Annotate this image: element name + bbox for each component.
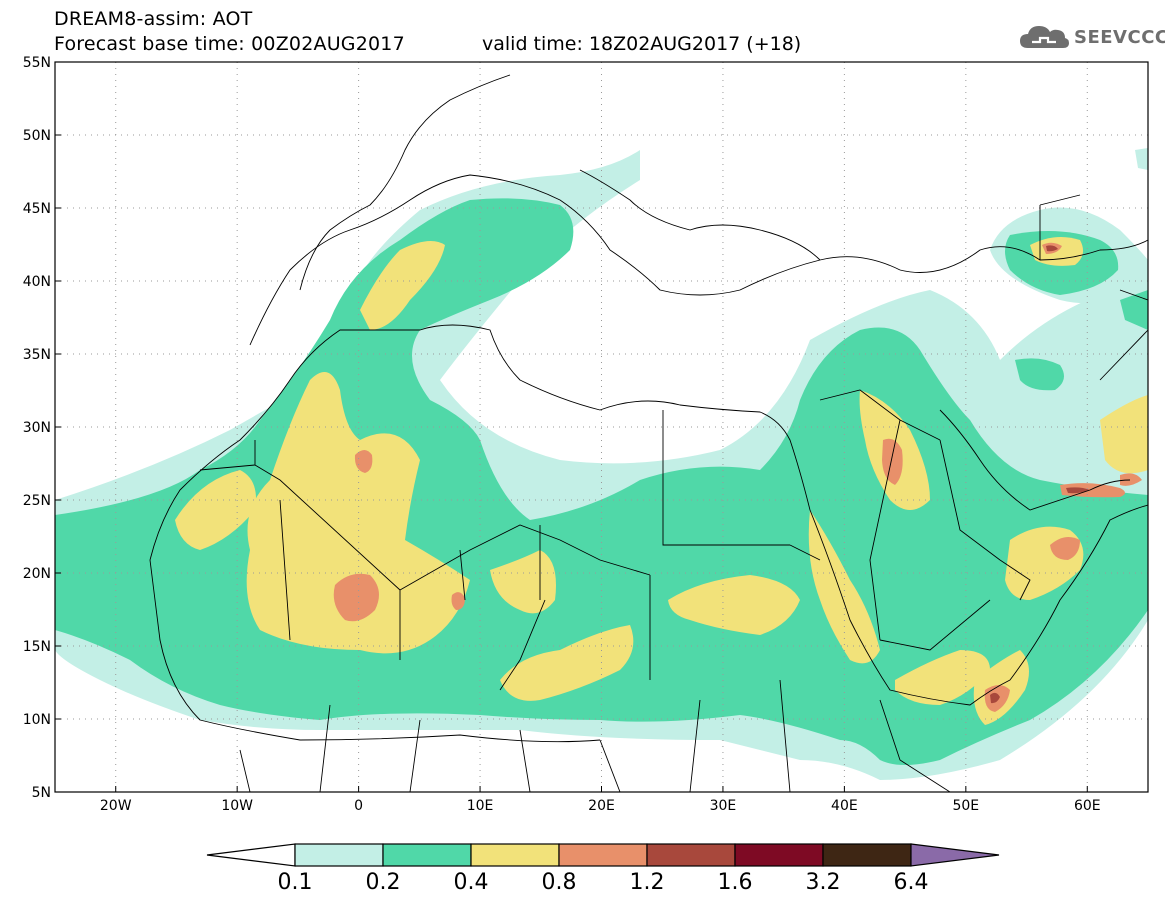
colorbar-swatch	[734, 843, 824, 867]
seevccc-logo: SEEVCCC	[1018, 20, 1165, 54]
lat-tick-label: 30N	[23, 420, 51, 436]
latitude-ticks: 5N 10N 15N 20N 25N 30N 35N 40N 45N 50N 55N	[23, 55, 61, 801]
lat-tick-label: 10N	[23, 712, 51, 728]
lon-tick-label: 10W	[221, 798, 253, 814]
colorbar-label: 0.2	[365, 870, 401, 895]
colorbar-label: 0.4	[453, 870, 489, 895]
colorbar-swatch	[470, 843, 560, 867]
longitude-ticks: 20W 10W 0 10E 20E 30E 40E 50E 60E	[100, 786, 1101, 814]
lon-tick-label: 10E	[467, 798, 494, 814]
lat-tick-label: 25N	[23, 493, 51, 509]
colorbar-label: 1.6	[717, 870, 753, 895]
colorbar-swatch	[294, 843, 384, 867]
colorbar-min-triangle	[206, 843, 296, 867]
lon-tick-label: 30E	[710, 798, 737, 814]
colorbar-label: 0.8	[541, 870, 577, 895]
colorbar-label: 6.4	[893, 870, 929, 895]
lon-tick-label: 20E	[588, 798, 615, 814]
lat-tick-label: 45N	[23, 201, 51, 217]
logo-text: SEEVCCC	[1074, 26, 1165, 48]
cloud-icon	[1020, 26, 1069, 48]
lat-tick-label: 15N	[23, 639, 51, 655]
lat-tick-label: 5N	[32, 785, 51, 801]
lat-tick-label: 35N	[23, 347, 51, 363]
colorbar-swatch	[382, 843, 472, 867]
colorbar-swatch	[646, 843, 736, 867]
lat-tick-label: 50N	[23, 128, 51, 144]
lat-tick-label: 55N	[23, 55, 51, 71]
lon-tick-label: 40E	[831, 798, 858, 814]
colorbar-swatch	[822, 843, 912, 867]
aot-colorbar	[206, 843, 1000, 867]
coastlines-and-borders	[149, 74, 1148, 792]
colorbar-max-triangle	[910, 843, 1000, 867]
map-gridlines	[55, 62, 1148, 792]
colorbar-label: 1.2	[629, 870, 665, 895]
colorbar-label: 0.1	[277, 870, 313, 895]
valid-time: valid time: 18Z02AUG2017 (+18)	[482, 33, 802, 55]
forecast-base-time: Forecast base time: 00Z02AUG2017	[54, 33, 405, 55]
colorbar-label: 3.2	[805, 870, 841, 895]
lon-tick-label: 0	[354, 798, 363, 814]
lat-tick-label: 40N	[23, 274, 51, 290]
lon-tick-label: 60E	[1074, 798, 1101, 814]
colorbar-swatch	[558, 843, 648, 867]
map-title: DREAM8-assim: AOT	[54, 8, 253, 30]
lon-tick-label: 20W	[100, 798, 132, 814]
lat-tick-label: 20N	[23, 566, 51, 582]
lon-tick-label: 50E	[952, 798, 979, 814]
